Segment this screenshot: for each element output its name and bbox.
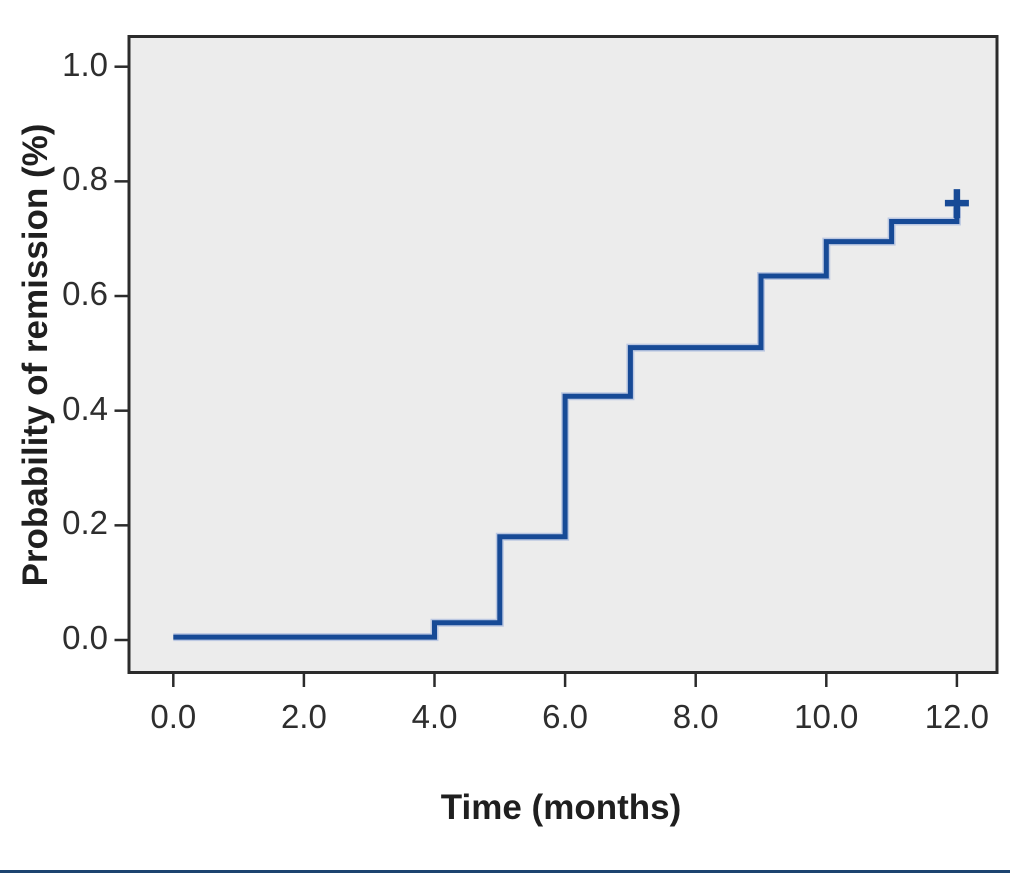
y-tick-label: 1.0 [62, 45, 108, 83]
x-tick-label: 10.0 [794, 698, 859, 735]
x-tick-label: 8.0 [672, 698, 719, 735]
plot-area [127, 35, 999, 674]
x-tick-label: 2.0 [280, 698, 327, 735]
y-tick-label: 0.6 [62, 275, 108, 313]
x-tick-label: 4.0 [411, 698, 458, 735]
x-axis-title: Time (months) [440, 788, 682, 827]
y-tick-label: 0.4 [62, 389, 108, 427]
y-tick-label: 0.2 [62, 504, 108, 542]
y-tick-label: 0.8 [62, 160, 108, 198]
x-tick-label: 12.0 [924, 698, 989, 735]
y-tick-label: 0.0 [62, 619, 108, 656]
bottom-divider-rule [0, 870, 1010, 873]
x-tick-label: 0.0 [150, 698, 197, 735]
survival-curve [173, 207, 960, 640]
x-tick-label: 6.0 [542, 698, 589, 735]
